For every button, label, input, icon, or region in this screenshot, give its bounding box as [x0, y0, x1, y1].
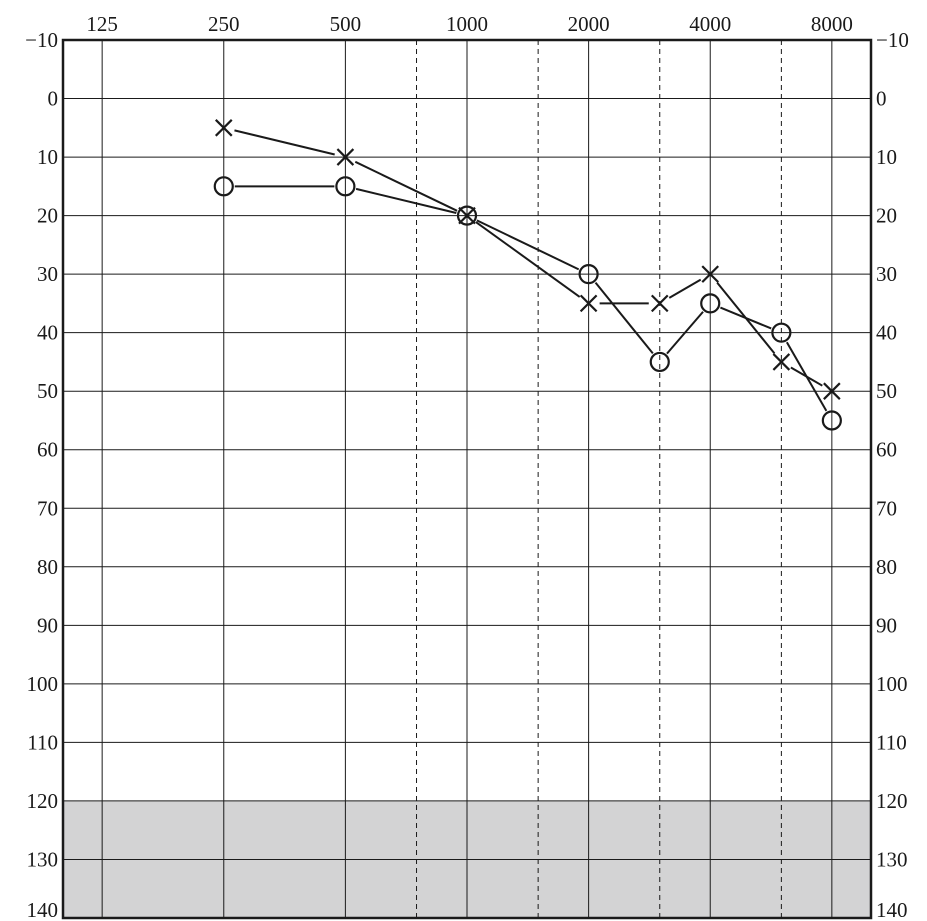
y-tick-label-right: 30	[876, 262, 897, 286]
series-x-markers	[214, 119, 841, 400]
y-tick-label-left: −10	[25, 28, 58, 52]
x-tick-label: 250	[208, 12, 240, 36]
y-tick-label-right: 40	[876, 321, 897, 345]
data-point-circle	[771, 322, 792, 343]
y-tick-label-right: −10	[876, 28, 909, 52]
data-point-circle	[700, 293, 721, 314]
y-tick-label-left: 80	[37, 555, 58, 579]
y-tick-label-left: 50	[37, 379, 58, 403]
data-point-circle	[578, 264, 599, 285]
y-tick-label-left: 60	[37, 438, 58, 462]
y-tick-label-right: 0	[876, 87, 887, 111]
series-segment	[668, 278, 702, 299]
data-point-cross	[701, 265, 720, 283]
x-tick-label: 8000	[811, 12, 853, 36]
y-tick-label-right: 80	[876, 555, 897, 579]
y-tick-label-left: 90	[37, 613, 58, 637]
series-layer	[213, 119, 842, 431]
grid-layer	[63, 39, 871, 919]
x-tick-labels: 125 250 500 1000 2000 4000 8000	[86, 12, 852, 36]
series-segment	[785, 341, 828, 412]
y-tick-label-left: 20	[37, 204, 58, 228]
series-segment	[475, 221, 581, 298]
series-segment	[355, 187, 457, 214]
data-point-cross	[336, 148, 355, 166]
series-segment	[354, 160, 458, 212]
data-point-circle	[335, 176, 356, 197]
x-tick-label: 2000	[568, 12, 610, 36]
data-point-circle	[821, 410, 842, 431]
data-point-cross	[214, 119, 233, 137]
data-point-cross	[650, 294, 669, 313]
y-tick-label-left: 30	[37, 262, 58, 286]
y-tick-label-right: 130	[876, 847, 908, 871]
y-tick-labels-left: −10 0 10 20 30 40 50 60 70 80 90 100 110 120 130 140	[25, 28, 58, 921]
data-point-cross	[772, 353, 791, 371]
y-tick-label-right: 50	[876, 379, 897, 403]
y-tick-label-left: 10	[37, 145, 58, 169]
y-tick-label-left: 140	[27, 898, 59, 921]
x-tick-label: 125	[86, 12, 118, 36]
y-tick-label-left: 100	[27, 672, 59, 696]
y-tick-label-right: 140	[876, 898, 908, 921]
y-tick-label-right: 60	[876, 438, 897, 462]
data-point-circle	[456, 205, 478, 226]
y-tick-label-right: 20	[876, 204, 897, 228]
y-tick-label-left: 0	[48, 87, 59, 111]
data-point-circle	[649, 351, 670, 373]
series-segment	[666, 311, 704, 355]
plot-frame-layer	[61, 38, 873, 920]
plot-frame	[61, 38, 873, 920]
data-point-cross	[823, 382, 841, 400]
data-point-circle	[213, 176, 234, 197]
series-o-markers	[213, 176, 842, 431]
series-segment	[594, 282, 654, 355]
x-tick-label: 4000	[689, 12, 731, 36]
data-point-cross	[579, 294, 598, 313]
x-tick-label: 1000	[446, 12, 488, 36]
data-point-cross	[458, 206, 476, 225]
y-tick-label-right: 100	[876, 672, 908, 696]
series-segment	[234, 129, 335, 156]
y-tick-label-right: 90	[876, 613, 897, 637]
y-tick-label-left: 130	[27, 847, 59, 871]
y-tick-label-right: 120	[876, 789, 908, 813]
y-tick-label-left: 120	[27, 789, 59, 813]
y-tick-label-right: 110	[876, 730, 907, 754]
series-segment	[476, 219, 580, 271]
y-tick-labels-right: −10 0 10 20 30 40 50 60 70 80 90 100 110 120 130 140	[876, 28, 909, 921]
series-segment	[720, 306, 772, 330]
y-tick-label-left: 70	[37, 496, 58, 520]
y-tick-label-left: 40	[37, 321, 58, 345]
y-tick-label-right: 10	[876, 145, 897, 169]
y-tick-label-left: 110	[27, 730, 58, 754]
y-tick-label-right: 70	[876, 496, 897, 520]
x-tick-label: 500	[330, 12, 362, 36]
